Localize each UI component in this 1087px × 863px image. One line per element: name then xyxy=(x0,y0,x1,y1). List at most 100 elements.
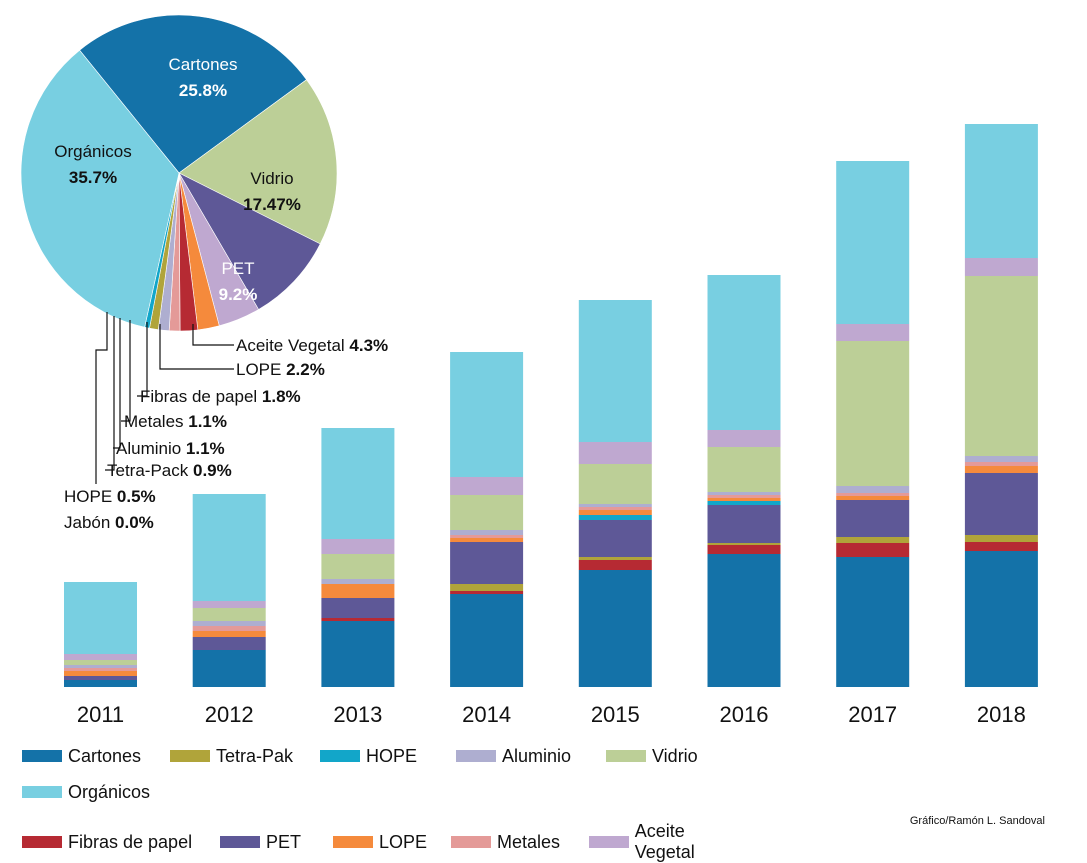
bar-2011-organicos xyxy=(64,582,137,654)
stacked-bar-chart: 2011 2012 2013 2014 2015 2016 2017 2018 xyxy=(64,124,1038,727)
bar-2015-aluminio xyxy=(578,504,652,507)
chart-canvas: 2011 2012 2013 2014 2015 2016 2017 2018 Aceite … xyxy=(20,14,1038,727)
bar-2018-tetra-pak xyxy=(964,535,1038,542)
bar-2017-aluminio xyxy=(836,486,910,493)
bar-2011-aluminio xyxy=(64,665,137,668)
callout-name: Aluminio xyxy=(116,439,186,458)
x-tick-label: 2015 xyxy=(591,702,640,727)
bar-2012-cartones xyxy=(192,650,266,687)
callout-label-aceite-vegetal: Aceite Vegetal 4.3% xyxy=(236,336,388,355)
callout-label-jabon: Jabón 0.0% xyxy=(64,513,154,532)
legend-item-metales: Metales xyxy=(451,831,571,853)
legend-label: HOPE xyxy=(366,745,418,766)
bar-2014-fibras-de-papel xyxy=(450,591,524,594)
bar-2018-fibras-de-papel xyxy=(964,542,1038,551)
callout-name: LOPE xyxy=(236,360,286,379)
pie-slice-organicos xyxy=(20,49,180,328)
bar-2013-aluminio xyxy=(321,579,395,584)
bar-2018-organicos xyxy=(964,124,1038,258)
bar-2011-vidrio xyxy=(64,660,137,665)
legend-swatch xyxy=(456,750,496,762)
bar-2013-lope xyxy=(321,584,395,598)
callout-label-aluminio: Aluminio 1.1% xyxy=(116,439,225,458)
bar-2015-tetra-pak xyxy=(578,557,652,560)
bar-2015-hope xyxy=(578,515,652,520)
callout-value: 2.2% xyxy=(286,360,325,379)
legend-swatch xyxy=(170,750,210,762)
bar-2016-vidrio xyxy=(707,447,781,492)
legend-item-lope: LOPE xyxy=(333,831,433,853)
x-tick-label: 2016 xyxy=(720,702,769,727)
callout-name: Fibras de papel xyxy=(140,387,262,406)
callout-label-fibras-de-papel: Fibras de papel 1.8% xyxy=(140,387,301,406)
legend-label: Orgánicos xyxy=(68,781,151,802)
callout-name: HOPE xyxy=(64,487,117,506)
legend-label: Aceite Vegetal xyxy=(634,821,695,862)
legend-item-fibras-de-papel: Fibras de papel xyxy=(22,831,202,853)
callout-label-metales: Metales 1.1% xyxy=(124,412,227,431)
bar-2017-fibras-de-papel xyxy=(836,543,910,557)
callout-line xyxy=(137,322,148,397)
bar-2011-cartones xyxy=(64,680,137,687)
bar-2017-tetra-pak xyxy=(836,537,910,543)
callout-line xyxy=(95,312,108,484)
x-tick-label: 2018 xyxy=(977,702,1026,727)
bar-2015-organicos xyxy=(578,300,652,442)
pie-label-value: 9.2% xyxy=(219,285,258,304)
legend-label: Cartones xyxy=(68,745,142,766)
callout-value: 0.5% xyxy=(117,487,156,506)
bar-2014-tetra-pak xyxy=(450,584,524,591)
bar-2016-tetra-pak xyxy=(707,543,781,545)
bar-2012-aceite-vegetal xyxy=(192,601,266,608)
bar-2017-pet xyxy=(836,500,910,537)
pie-label-name: Vidrio xyxy=(250,169,293,188)
bar-2012-vidrio xyxy=(192,608,266,621)
callout-line xyxy=(121,320,131,422)
legend-label: Aluminio xyxy=(502,745,572,766)
bar-2016-hope xyxy=(707,501,781,505)
bar-2017-vidrio xyxy=(836,341,910,486)
credit-text: Gráfico/Ramón L. Sandoval xyxy=(909,815,1045,827)
legend-label: Fibras de papel xyxy=(68,831,193,852)
bar-2012-organicos xyxy=(192,494,266,601)
callout-value: 1.1% xyxy=(186,439,225,458)
bar-2018-vidrio xyxy=(964,276,1038,456)
bar-2018-lope xyxy=(964,466,1038,473)
pie-label-value: 17.47% xyxy=(243,195,301,214)
bar-2012-metales xyxy=(192,626,266,631)
pie-slice-cartones xyxy=(79,14,307,174)
legend-swatch xyxy=(220,836,260,848)
bar-2016-metales xyxy=(707,495,781,498)
bar-2014-aluminio xyxy=(450,530,524,535)
legend-swatch xyxy=(333,836,373,848)
callout-value: 0.0% xyxy=(115,513,154,532)
bar-2015-fibras-de-papel xyxy=(578,560,652,570)
callout-name: Jabón xyxy=(64,513,115,532)
legend-item-hope: HOPE xyxy=(320,745,438,767)
pie-label-value: 25.8% xyxy=(179,81,227,100)
callout-name: Tetra-Pack xyxy=(107,461,193,480)
callout-name: Metales xyxy=(124,412,188,431)
legend-swatch xyxy=(451,836,491,848)
bar-2017-metales xyxy=(836,493,910,496)
legend-label: PET xyxy=(266,831,302,852)
x-tick-label: 2017 xyxy=(848,702,897,727)
bar-2011-metales xyxy=(64,668,137,671)
bar-2014-cartones xyxy=(450,594,524,687)
bar-2013-vidrio xyxy=(321,554,395,579)
bar-2011-aceite-vegetal xyxy=(64,654,137,660)
legend-swatch xyxy=(589,836,629,848)
callout-line xyxy=(159,324,234,370)
legend-swatch xyxy=(320,750,360,762)
callout-line xyxy=(105,316,115,471)
legend-swatch xyxy=(22,836,62,848)
callout-name: Aceite Vegetal xyxy=(236,336,349,355)
bar-2012-pet xyxy=(192,637,266,650)
bar-2016-fibras-de-papel xyxy=(707,545,781,554)
callout-line xyxy=(192,324,234,346)
legend-item-organicos: Orgánicos xyxy=(22,781,152,803)
callout-label-tetra-pack: Tetra-Pack 0.9% xyxy=(107,461,232,480)
bar-2012-aluminio xyxy=(192,621,266,626)
bar-2013-pet xyxy=(321,598,395,618)
pie-label-name: Cartones xyxy=(169,55,238,74)
